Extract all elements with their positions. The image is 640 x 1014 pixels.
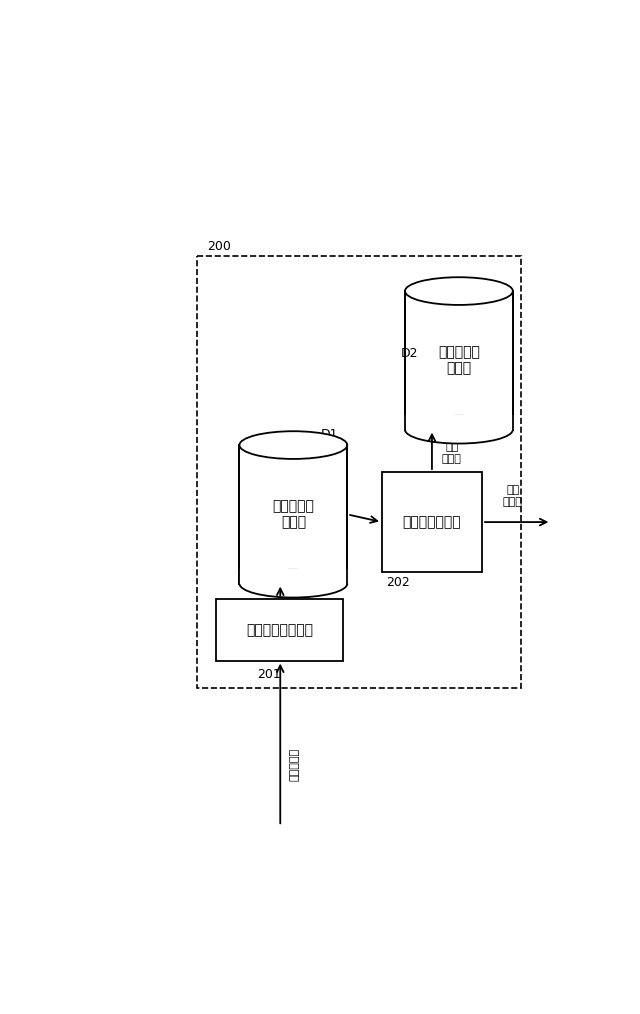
Bar: [197, 257, 520, 687]
Ellipse shape: [239, 570, 348, 597]
Bar: [239, 569, 348, 584]
Bar: [216, 599, 344, 661]
Ellipse shape: [405, 416, 513, 443]
Text: 状況データ: 状況データ: [289, 748, 300, 781]
Ellipse shape: [405, 277, 513, 305]
Text: 201: 201: [257, 668, 281, 681]
Bar: [382, 473, 482, 572]
Bar: [239, 445, 348, 584]
Text: 車両挙動特定部: 車両挙動特定部: [403, 515, 461, 529]
Bar: [405, 291, 513, 430]
Ellipse shape: [239, 431, 348, 459]
Text: 状況データ受信部: 状況データ受信部: [246, 623, 314, 637]
Text: 200: 200: [207, 239, 231, 252]
Text: D1: D1: [320, 428, 338, 441]
Text: 解析データ
格納部: 解析データ 格納部: [438, 346, 480, 375]
Text: 解析
データ: 解析 データ: [503, 485, 523, 507]
Text: 状況データ
格納部: 状況データ 格納部: [273, 499, 314, 529]
Text: D2: D2: [401, 348, 419, 360]
Text: 解析
データ: 解析 データ: [442, 442, 462, 463]
Bar: [404, 415, 513, 430]
Text: 202: 202: [386, 576, 410, 589]
